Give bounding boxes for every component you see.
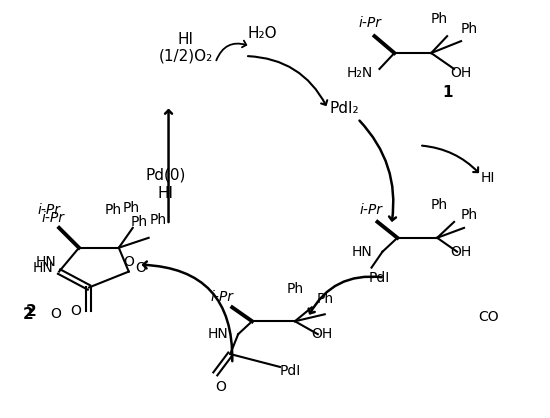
Text: 1: 1 — [442, 85, 453, 100]
Text: HN: HN — [208, 327, 229, 341]
Text: Ph: Ph — [287, 283, 304, 296]
Text: Ph: Ph — [431, 198, 448, 212]
Text: Ph: Ph — [460, 208, 477, 222]
Text: OH: OH — [311, 327, 332, 341]
Text: i-Pr: i-Pr — [358, 16, 381, 30]
Text: HN: HN — [36, 255, 57, 269]
Text: Ph: Ph — [460, 22, 477, 36]
Text: CO: CO — [478, 310, 499, 324]
Text: HI: HI — [157, 186, 174, 201]
Text: O: O — [123, 255, 134, 269]
Text: PdI₂: PdI₂ — [329, 101, 359, 116]
Text: Pd(0): Pd(0) — [145, 168, 186, 183]
Text: O: O — [70, 304, 81, 319]
Text: i-Pr: i-Pr — [360, 203, 383, 217]
Text: Ph: Ph — [150, 213, 167, 227]
Text: PdI: PdI — [369, 270, 390, 285]
Text: O: O — [135, 260, 146, 275]
Text: HN: HN — [351, 245, 372, 259]
Text: H₂N: H₂N — [346, 66, 373, 80]
Text: Ph: Ph — [316, 293, 333, 306]
Text: i-Pr: i-Pr — [37, 203, 60, 217]
Text: OH: OH — [450, 66, 472, 80]
Text: H₂O: H₂O — [248, 25, 277, 41]
Text: Ph: Ph — [431, 12, 448, 26]
Text: PdI: PdI — [279, 364, 300, 378]
Text: O: O — [215, 380, 226, 394]
Text: Ph: Ph — [130, 215, 147, 229]
Text: (1/2)O₂: (1/2)O₂ — [158, 48, 213, 64]
Text: OH: OH — [450, 245, 472, 259]
Text: i-Pr: i-Pr — [42, 211, 65, 225]
Text: O: O — [51, 307, 62, 321]
Text: 2: 2 — [26, 304, 37, 319]
Text: HN: HN — [33, 260, 53, 275]
Text: i-Pr: i-Pr — [211, 291, 234, 304]
Text: HI: HI — [178, 32, 194, 47]
Text: 2: 2 — [23, 307, 34, 322]
Text: HI: HI — [481, 171, 496, 185]
Text: Ph: Ph — [122, 201, 139, 215]
Text: Ph: Ph — [104, 203, 122, 217]
